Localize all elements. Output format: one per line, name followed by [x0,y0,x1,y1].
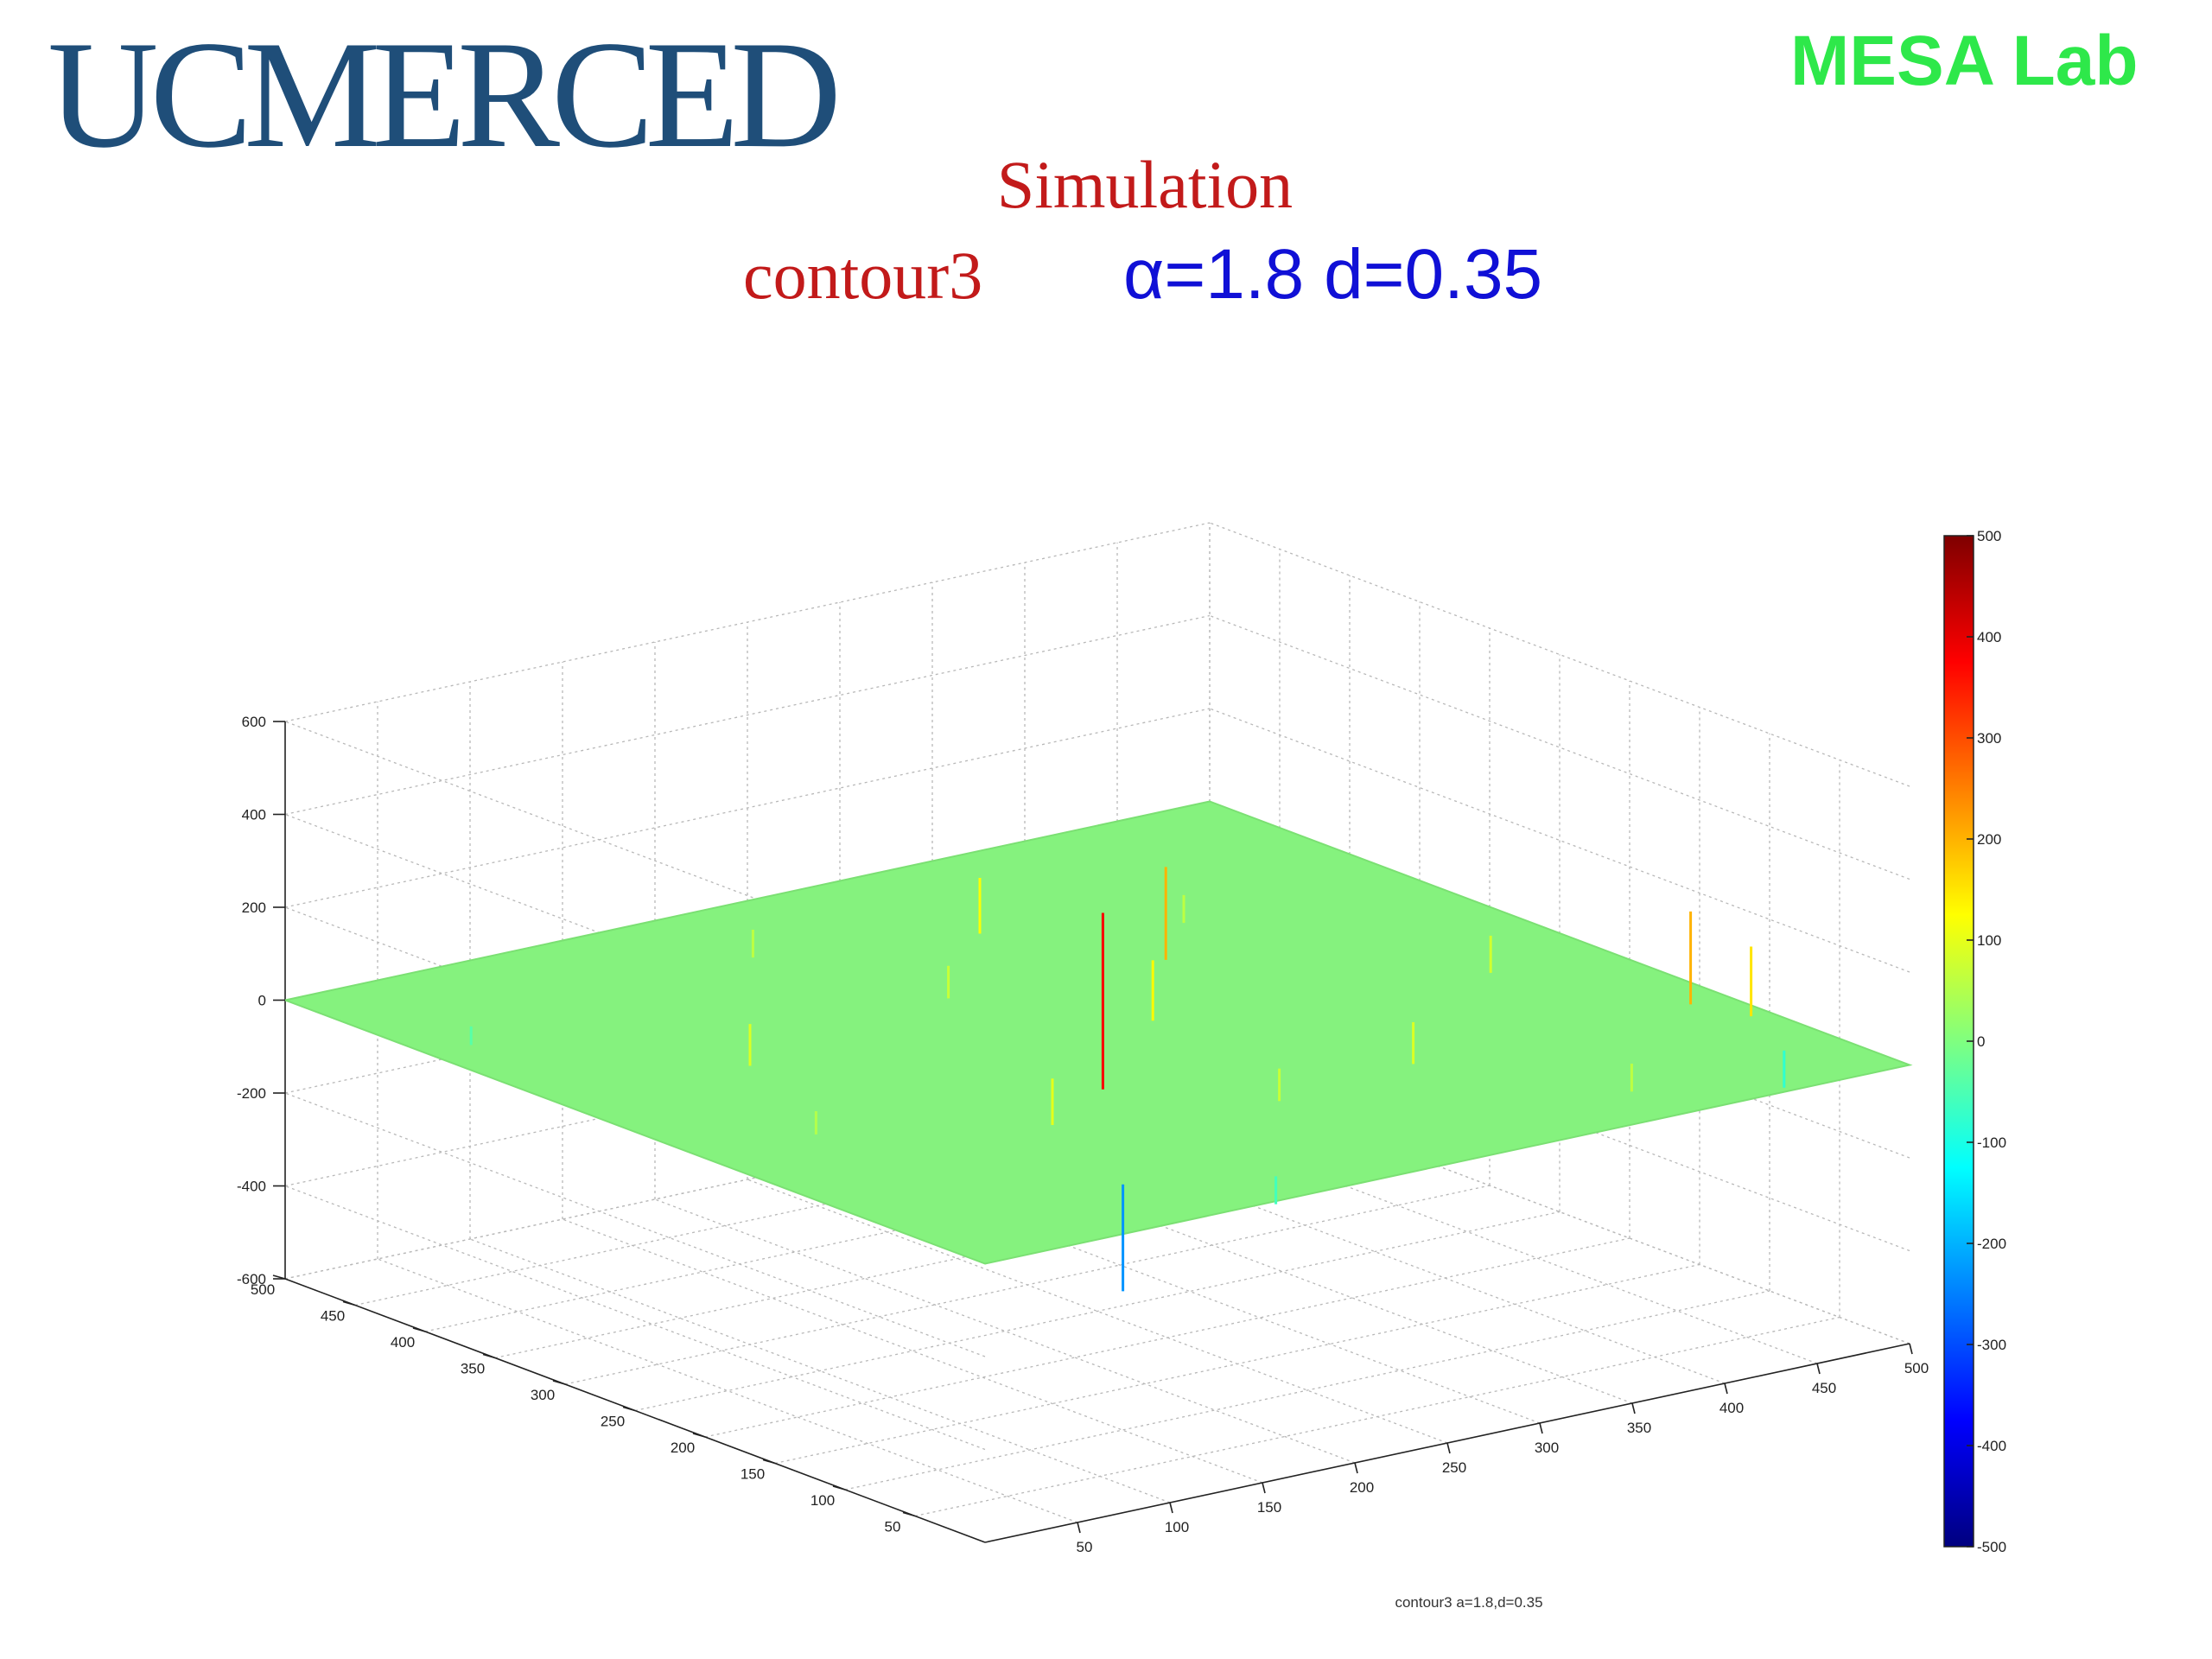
slide-title: Simulation [996,147,1294,222]
colorbar-tick-label: -300 [1977,1337,2006,1353]
side-wall-gridline [1209,522,1910,787]
colorbar-tick-label: 400 [1977,629,2001,645]
colorbar-tick-label: -400 [1977,1438,2006,1454]
z-tick-label: 600 [242,714,266,730]
y-tick-mark [552,1380,566,1385]
y-tick-label: 500 [251,1281,275,1298]
colorbar-tick-label: 100 [1977,932,2001,949]
left-gridline [284,721,986,986]
colorbar-tick-label: -500 [1977,1539,2006,1555]
side-wall-gridline [1209,614,1910,880]
floor-gridline [377,1258,1078,1523]
subtitle-parameters: α=1.8 d=0.35 [1123,235,1543,314]
colorbar-tick-label: -100 [1977,1135,2006,1151]
colorbar-tick-label: 300 [1977,730,2001,747]
z-tick-label: -400 [237,1179,266,1195]
floor-gridline [654,1198,1356,1464]
floor-gridline [634,1211,1560,1412]
colorbar-tick-label: 500 [1977,528,2001,544]
x-tick-mark [1262,1482,1266,1494]
surface-plane [282,800,1913,1265]
back-wall-gridline [284,522,1211,722]
y-tick-label: 150 [741,1466,765,1483]
x-tick-mark [1724,1382,1728,1395]
y-tick-mark [762,1459,776,1465]
x-tick-label: 300 [1535,1440,1559,1456]
y-tick-label: 200 [671,1440,695,1456]
side-wall-gridline [1209,708,1910,973]
y-tick-label: 300 [531,1387,555,1403]
y-tick-label: 400 [391,1334,415,1351]
left-gridline [284,1092,986,1357]
spikes-layer [469,867,1786,1292]
colorbar: -500 -400 -300 -200 -100 0 100 200 300 400 500 [1943,528,2006,1555]
y-tick-label: 450 [321,1308,345,1325]
x-tick-mark [1909,1343,1913,1355]
x-tick-mark [1077,1522,1081,1534]
colorbar-tick-label: -200 [1977,1236,2006,1252]
x-tick-label: 150 [1257,1499,1281,1516]
y-tick-mark [902,1511,916,1517]
x-tick-label: 200 [1350,1479,1374,1496]
left-gridline [284,813,986,1079]
left-gridline [284,1185,986,1451]
floor-gridline [469,1238,1171,1503]
tick-labels: -600 -400 -200 0 200 400 600 50 100 150 200 250 300 3… [237,714,1929,1555]
x-tick-mark [1169,1502,1173,1514]
x-tick-mark [1539,1422,1543,1434]
z-tick-label: -200 [237,1085,266,1102]
ucmerced-logo: UCMERCED [48,9,842,180]
floor-gridline [774,1263,1700,1465]
x-tick-label: 100 [1165,1519,1189,1535]
chart-caption: contour3 a=1.8,d=0.35 [1395,1594,1542,1611]
x-tick-label: 500 [1904,1360,1929,1376]
x-tick-label: 50 [1077,1539,1093,1555]
x-tick-label: 400 [1719,1400,1744,1416]
y-tick-label: 100 [810,1492,835,1509]
surface-layer [282,800,1913,1265]
x-tick-mark [1354,1462,1358,1474]
colorbar-tick-label: 200 [1977,831,2001,848]
colorbar-tick-label: 0 [1977,1033,1985,1050]
y-tick-label: 350 [461,1361,485,1377]
y-tick-mark [412,1327,426,1332]
floor-gridline [704,1237,1630,1438]
y-tick-mark [692,1433,706,1438]
z-tick-label: 200 [242,899,266,916]
x-tick-mark [1816,1363,1821,1375]
y-tick-mark [482,1353,496,1359]
x-tick-label: 250 [1442,1459,1466,1476]
floor-gridline [747,1179,1448,1444]
x-tick-label: 450 [1812,1380,1836,1396]
x-tick-mark [1446,1442,1451,1454]
y-tick-mark [832,1485,846,1491]
subtitle-function: contour3 [743,238,983,313]
x-tick-mark [1631,1402,1636,1414]
floor-gridline [564,1185,1491,1385]
y-tick-mark [342,1300,356,1306]
x-tick-label: 350 [1627,1420,1651,1436]
y-tick-label: 50 [885,1519,901,1535]
left-gridline [284,906,986,1172]
back-wall-gridline [284,708,1211,908]
floor-gridline [844,1290,1770,1491]
z-tick-label: 400 [242,807,266,823]
z-tick-label: -600 [237,1271,266,1287]
floor-gridline [914,1316,1840,1517]
lab-name: MESA Lab [1790,22,2139,100]
back-wall-gridline [284,614,1211,816]
y-tick-mark [622,1406,636,1412]
y-tick-label: 250 [601,1414,625,1430]
floor-gridline [562,1218,1263,1484]
y-tick-mark [272,1274,286,1280]
z-tick-label: 0 [258,993,266,1009]
